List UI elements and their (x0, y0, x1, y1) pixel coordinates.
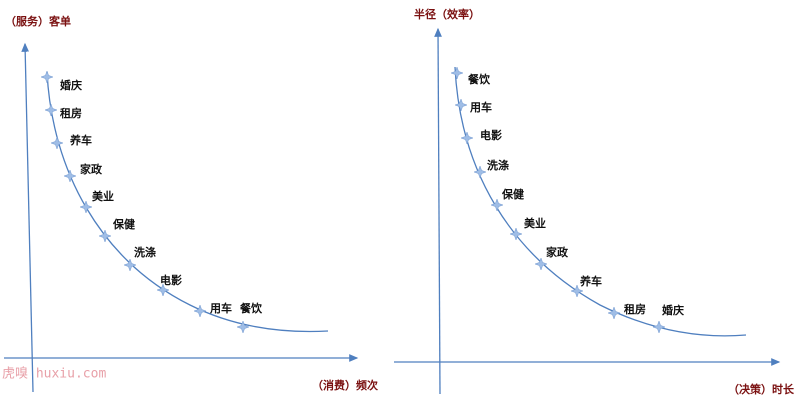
watermark: 虎嗅 huxiu.com (2, 367, 106, 382)
point-label: 用车 (470, 100, 492, 114)
point-label: 美业 (92, 189, 114, 203)
y-axis (434, 27, 442, 395)
point-label: 餐饮 (239, 301, 263, 315)
point-label: 租房 (60, 106, 82, 120)
y-axis (21, 42, 34, 393)
curve (46, 71, 329, 333)
point-label: 餐饮 (467, 72, 491, 86)
point-label: 保健 (501, 187, 525, 201)
point-marker (63, 169, 77, 183)
point-marker (40, 70, 54, 84)
point-label: 电影 (160, 273, 182, 287)
point-label: 家政 (80, 162, 103, 176)
point-marker (236, 320, 250, 334)
point-label: 保健 (112, 217, 136, 231)
x-axis-title: （消费）频次 (312, 378, 378, 392)
point-marker (44, 103, 58, 117)
point-label: 美业 (524, 216, 546, 230)
curve (454, 66, 747, 337)
point-label: 养车 (579, 274, 602, 288)
point-marker (454, 98, 468, 112)
point-marker (79, 200, 93, 214)
point-marker (607, 306, 621, 320)
point-label: 养车 (69, 133, 92, 147)
point-label: 家政 (546, 245, 569, 259)
point-marker (50, 136, 64, 150)
point-marker (490, 198, 504, 212)
point-label: 租房 (624, 302, 646, 316)
point-label: 用车 (210, 301, 232, 315)
point-marker (570, 284, 584, 298)
point-marker (652, 320, 666, 334)
point-marker (450, 66, 464, 80)
point-marker (193, 304, 207, 318)
point-label: 电影 (480, 128, 502, 142)
point-marker (473, 165, 487, 179)
point-label: 洗涤 (487, 158, 509, 172)
point-label: 婚庆 (662, 303, 684, 317)
y-axis-title: （服务）客单 (5, 14, 71, 28)
point-marker (509, 227, 523, 241)
x-axis-title: （决策）时长 (728, 382, 795, 396)
point-marker (460, 131, 474, 145)
point-label: 婚庆 (60, 78, 82, 92)
point-marker (534, 257, 548, 271)
point-label: 洗涤 (134, 245, 156, 259)
point-marker (98, 229, 112, 243)
y-axis-title: 半径（效率） (414, 7, 480, 21)
point-marker (123, 258, 137, 272)
point-marker (156, 283, 170, 297)
